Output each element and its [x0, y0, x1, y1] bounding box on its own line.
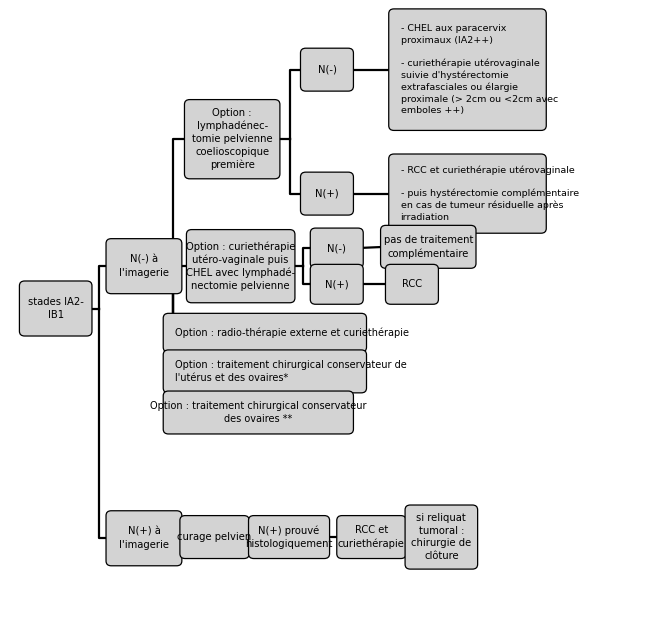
FancyBboxPatch shape	[405, 505, 478, 569]
FancyBboxPatch shape	[163, 350, 366, 393]
Text: N(+): N(+)	[325, 280, 349, 289]
Text: Option : curiethérapie
utéro-vaginale puis
CHEL avec lymphadé-
nectomie pelvienn: Option : curiethérapie utéro-vaginale pu…	[186, 241, 295, 291]
FancyBboxPatch shape	[106, 239, 182, 294]
FancyBboxPatch shape	[301, 48, 354, 91]
FancyBboxPatch shape	[301, 172, 354, 215]
Text: N(-): N(-)	[327, 243, 346, 253]
FancyBboxPatch shape	[180, 516, 249, 558]
FancyBboxPatch shape	[381, 225, 476, 268]
FancyBboxPatch shape	[163, 391, 354, 434]
Text: Option : traitement chirurgical conservateur de
l'utérus et des ovaires*: Option : traitement chirurgical conserva…	[175, 360, 407, 383]
Text: stades IA2-
IB1: stades IA2- IB1	[28, 297, 83, 320]
FancyBboxPatch shape	[249, 516, 329, 558]
Text: N(-) à
l'imagerie: N(-) à l'imagerie	[119, 255, 169, 278]
FancyBboxPatch shape	[185, 99, 280, 179]
FancyBboxPatch shape	[310, 228, 364, 268]
Text: pas de traitement
complémentaire: pas de traitement complémentaire	[384, 235, 473, 259]
FancyBboxPatch shape	[337, 516, 406, 558]
Text: Option : traitement chirurgical conservateur
des ovaires **: Option : traitement chirurgical conserva…	[150, 401, 367, 424]
FancyBboxPatch shape	[389, 154, 546, 233]
Text: Option :
lymphadénec-
tomie pelvienne
coelioscopique
première: Option : lymphadénec- tomie pelvienne co…	[192, 108, 273, 170]
FancyBboxPatch shape	[163, 313, 366, 352]
FancyBboxPatch shape	[389, 9, 546, 130]
FancyBboxPatch shape	[106, 511, 182, 566]
Text: RCC et
curiethérapie: RCC et curiethérapie	[338, 525, 405, 549]
Text: curage pelvien: curage pelvien	[177, 532, 251, 542]
Text: - RCC et curiethérapie utérovaginale

- puis hystérectomie complémentaire
en cas: - RCC et curiethérapie utérovaginale - p…	[400, 165, 579, 222]
FancyBboxPatch shape	[310, 264, 364, 304]
Text: N(+): N(+)	[315, 189, 339, 199]
Text: - CHEL aux paracervix
proximaux (IA2++)

- curiethérapie utérovaginale
suivie d': - CHEL aux paracervix proximaux (IA2++) …	[400, 24, 558, 115]
Text: RCC: RCC	[402, 280, 422, 289]
Text: N(+) à
l'imagerie: N(+) à l'imagerie	[119, 527, 169, 550]
FancyBboxPatch shape	[186, 230, 295, 303]
Text: N(+) prouvé
histologiquement: N(+) prouvé histologiquement	[245, 526, 333, 549]
FancyBboxPatch shape	[386, 264, 438, 304]
Text: si reliquat
tumoral :
chirurgie de
clôture: si reliquat tumoral : chirurgie de clôtu…	[412, 513, 472, 561]
Text: N(-): N(-)	[317, 65, 336, 75]
Text: Option : radio-thérapie externe et curiethérapie: Option : radio-thérapie externe et curie…	[175, 328, 409, 338]
FancyBboxPatch shape	[19, 281, 92, 336]
